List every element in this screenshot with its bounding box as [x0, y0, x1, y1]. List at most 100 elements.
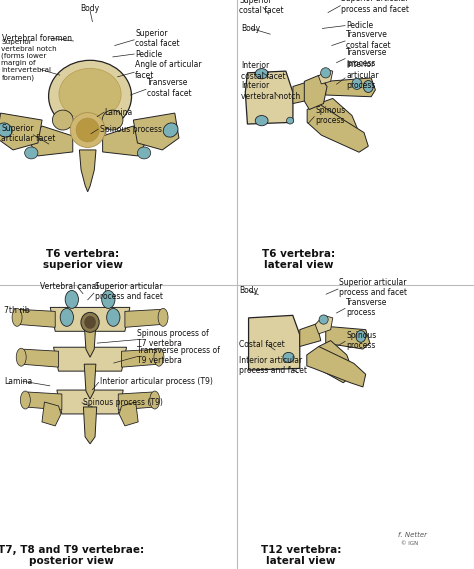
Text: Spinous process: Spinous process — [100, 125, 162, 134]
Text: 7th rib: 7th rib — [4, 306, 29, 315]
Ellipse shape — [60, 308, 73, 327]
Ellipse shape — [101, 290, 115, 308]
Polygon shape — [83, 407, 97, 444]
Ellipse shape — [356, 331, 366, 343]
Text: Interior
costal facet: Interior costal facet — [241, 61, 285, 81]
Text: Vertebral foramen: Vertebral foramen — [2, 34, 73, 43]
Ellipse shape — [70, 113, 105, 147]
Ellipse shape — [283, 352, 294, 362]
Ellipse shape — [255, 68, 268, 79]
Text: Body: Body — [239, 286, 258, 295]
Ellipse shape — [107, 308, 120, 327]
Ellipse shape — [363, 81, 374, 92]
Text: Pedicle: Pedicle — [346, 21, 373, 30]
Polygon shape — [21, 349, 59, 367]
Text: Interior articular process (T9): Interior articular process (T9) — [100, 377, 212, 386]
Polygon shape — [50, 307, 130, 331]
Bar — [237, 284, 474, 569]
Polygon shape — [102, 126, 147, 156]
Ellipse shape — [25, 147, 38, 159]
Polygon shape — [26, 392, 62, 410]
Ellipse shape — [0, 123, 12, 137]
Polygon shape — [42, 402, 61, 426]
Text: Transverse
process: Transverse process — [346, 298, 387, 317]
Polygon shape — [100, 351, 121, 367]
Polygon shape — [55, 311, 80, 327]
Text: Superior
articular facet: Superior articular facet — [1, 124, 56, 143]
Polygon shape — [326, 326, 370, 349]
Ellipse shape — [84, 316, 96, 329]
Text: Transverse
costal facet: Transverse costal facet — [147, 79, 191, 98]
Text: Vertebral canal: Vertebral canal — [40, 282, 99, 291]
Bar — [237, 0, 474, 284]
Text: Spinous process of
T7 vertebra: Spinous process of T7 vertebra — [137, 329, 209, 348]
Bar — [0, 0, 237, 284]
Text: Spinous
process: Spinous process — [315, 106, 346, 125]
Text: Superior
costal facet: Superior costal facet — [135, 29, 180, 48]
Ellipse shape — [59, 68, 121, 120]
Polygon shape — [307, 347, 366, 387]
Polygon shape — [80, 150, 96, 192]
Polygon shape — [57, 390, 123, 414]
Text: Interior
articular
process: Interior articular process — [346, 60, 379, 90]
Ellipse shape — [65, 290, 78, 308]
Text: Superior
vertebral notch
(forms lower
margin of
intervertebral
foramen): Superior vertebral notch (forms lower ma… — [1, 39, 57, 81]
Polygon shape — [121, 349, 159, 367]
Ellipse shape — [321, 68, 331, 78]
Polygon shape — [59, 351, 80, 367]
Text: Angle of articular
facet: Angle of articular facet — [135, 60, 202, 80]
Polygon shape — [0, 113, 42, 150]
Polygon shape — [319, 69, 333, 84]
Ellipse shape — [150, 391, 160, 409]
Ellipse shape — [137, 147, 151, 159]
Polygon shape — [119, 402, 138, 426]
Polygon shape — [315, 315, 333, 334]
Ellipse shape — [16, 348, 26, 366]
Polygon shape — [133, 113, 179, 150]
Text: Body: Body — [81, 4, 100, 13]
Text: Transverse process of
T9 vertebra: Transverse process of T9 vertebra — [137, 346, 220, 365]
Text: T12 vertebra:
lateral view: T12 vertebra: lateral view — [261, 545, 341, 566]
Polygon shape — [28, 126, 73, 156]
Polygon shape — [307, 104, 368, 152]
Text: f. Netter: f. Netter — [398, 532, 427, 538]
Text: Costal facet: Costal facet — [239, 340, 285, 349]
Ellipse shape — [53, 110, 73, 130]
Text: Spinous process (T9): Spinous process (T9) — [83, 398, 163, 407]
Polygon shape — [118, 392, 155, 410]
Text: © IGN: © IGN — [401, 542, 418, 546]
Text: Superior
costal facet: Superior costal facet — [239, 0, 284, 15]
Text: Transverve
costal facet: Transverve costal facet — [346, 30, 391, 50]
Text: Spinous
process: Spinous process — [346, 331, 376, 350]
Text: T6 vertebra:
lateral view: T6 vertebra: lateral view — [262, 249, 335, 270]
Ellipse shape — [12, 308, 22, 327]
Polygon shape — [314, 98, 359, 139]
Text: Transverse
process: Transverse process — [346, 48, 387, 68]
Text: Superior articular
process and facet: Superior articular process and facet — [95, 282, 163, 301]
Text: Pedicle: Pedicle — [135, 50, 162, 59]
Polygon shape — [54, 347, 127, 371]
Ellipse shape — [20, 391, 30, 409]
Ellipse shape — [102, 110, 123, 130]
Ellipse shape — [163, 123, 178, 137]
Polygon shape — [125, 310, 163, 327]
Ellipse shape — [49, 60, 131, 132]
Ellipse shape — [319, 315, 328, 324]
Ellipse shape — [255, 116, 268, 126]
Polygon shape — [304, 76, 327, 110]
Bar — [0, 284, 237, 569]
Polygon shape — [246, 71, 293, 124]
Polygon shape — [100, 311, 125, 327]
Ellipse shape — [286, 117, 294, 124]
Polygon shape — [62, 394, 80, 410]
Text: Superior articular
process and facet: Superior articular process and facet — [341, 0, 409, 14]
Ellipse shape — [76, 118, 99, 142]
Ellipse shape — [81, 312, 99, 332]
Polygon shape — [300, 324, 321, 347]
Polygon shape — [293, 81, 316, 104]
Polygon shape — [100, 394, 118, 410]
Ellipse shape — [158, 308, 168, 327]
Text: Superior articular
process and facet: Superior articular process and facet — [339, 278, 407, 297]
Text: Lamina: Lamina — [4, 377, 32, 386]
Ellipse shape — [154, 348, 164, 366]
